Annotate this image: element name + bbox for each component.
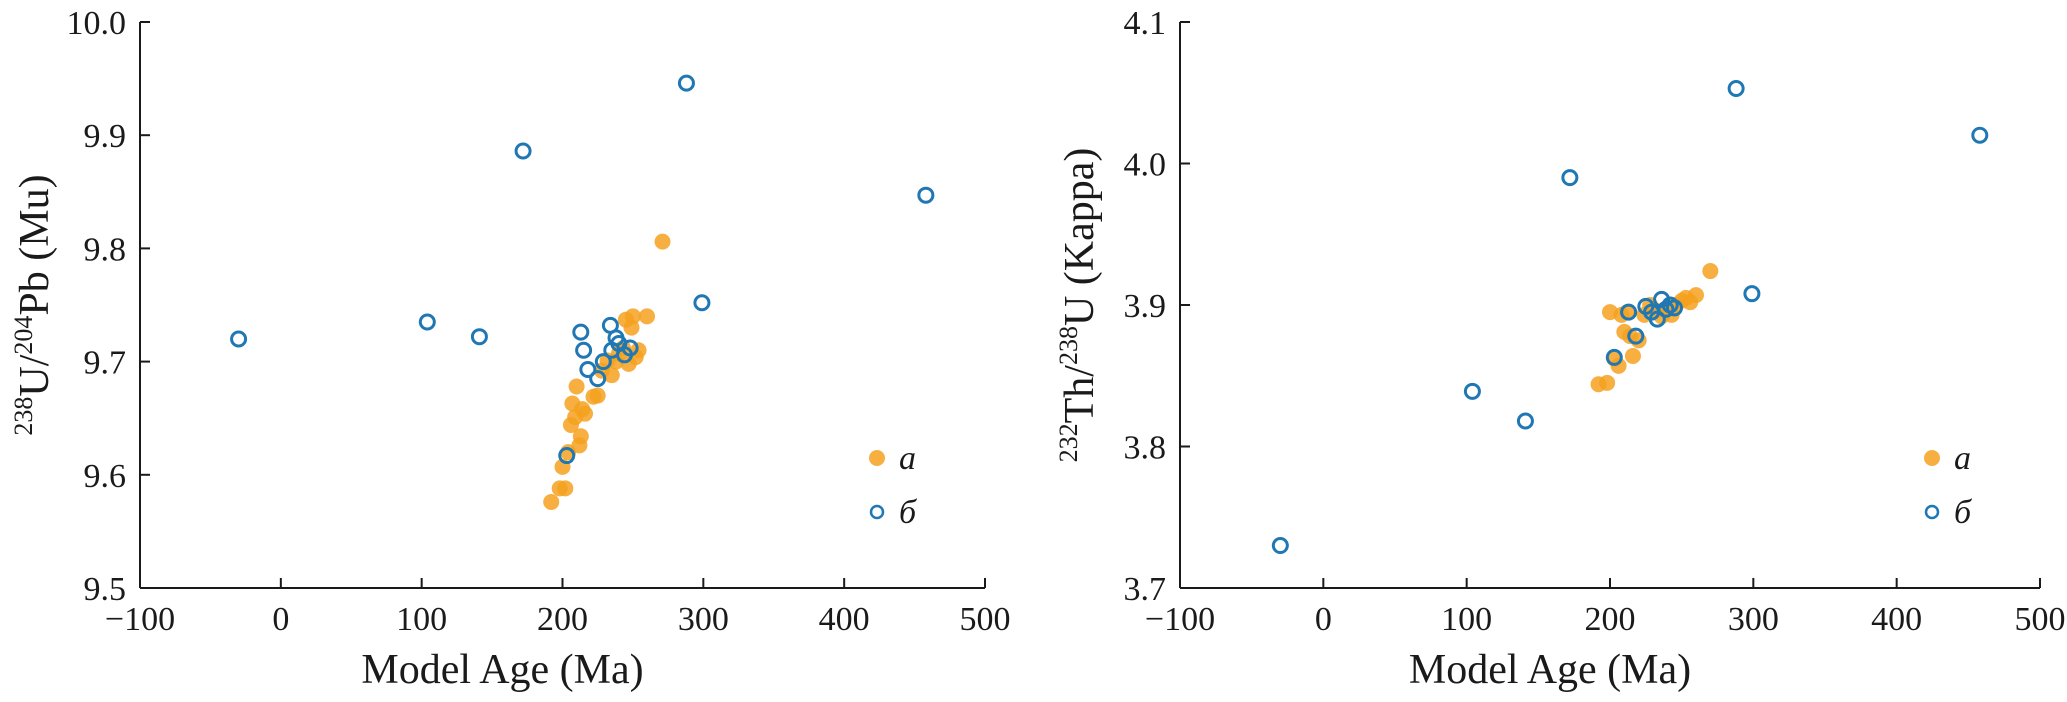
y-tick-label: 3.8 (1124, 430, 1167, 467)
data-point-b (1605, 348, 1623, 366)
series-b (230, 74, 935, 465)
data-point-b (621, 339, 639, 357)
y-tick-label: 3.9 (1124, 288, 1167, 325)
x-tick-label: 300 (1728, 601, 1779, 638)
legend: aб (869, 440, 918, 531)
x-axis-title: Model Age (Ma) (361, 647, 643, 693)
data-point-a (543, 493, 560, 510)
x-tick-label: 200 (1585, 601, 1636, 638)
data-point-b (1620, 303, 1638, 321)
y-tick-label: 4.0 (1124, 147, 1167, 184)
data-point-b (594, 353, 612, 371)
y-axis-title-text: U/ (12, 354, 58, 396)
data-point-b (1971, 126, 1989, 144)
data-point-b (1516, 412, 1534, 430)
legend-marker-b (1924, 504, 1940, 520)
data-point-a (1624, 347, 1641, 364)
data-point-a (624, 308, 641, 325)
data-point-b (1627, 327, 1645, 345)
series-a (1590, 263, 1719, 393)
legend-label-a: a (899, 440, 916, 477)
x-tick-label: 0 (272, 601, 289, 638)
y-tick-label: 9.7 (84, 345, 127, 382)
series-a (543, 233, 671, 510)
data-point-b (558, 447, 576, 465)
legend-marker-a (869, 450, 885, 466)
data-point-b (470, 328, 488, 346)
y-tick-label: 9.5 (84, 571, 127, 608)
data-point-b (1727, 80, 1745, 98)
data-point-a (654, 233, 671, 250)
x-tick-label: 0 (1315, 601, 1332, 638)
data-point-b (1561, 169, 1579, 187)
x-tick-label: 300 (678, 601, 729, 638)
data-point-b (1657, 300, 1675, 318)
y-tick-label: 4.1 (1124, 5, 1167, 42)
x-tick-label: −100 (1145, 601, 1215, 638)
y-axis-title-superscript: 232 (1054, 423, 1083, 462)
series-b (1271, 80, 1989, 555)
legend-label-b: б (899, 494, 918, 531)
data-point-b (572, 323, 590, 341)
data-point-a (639, 308, 655, 325)
legend-marker-a (1924, 450, 1940, 466)
x-axis-title: Model Age (Ma) (1409, 647, 1691, 693)
y-axis-title-text: U (Kappa) (1057, 148, 1103, 326)
x-tick-label: 400 (1871, 601, 1922, 638)
mu-vs-model-age-panel: −100 0 100 200 300 400 500 9.5 9.6 9.7 9.8 9.9 10.0 M… (9, 5, 1011, 693)
y-axis-title-superscript: 204 (9, 316, 38, 355)
data-point-a (1702, 263, 1719, 280)
x-tick-label: 100 (1441, 601, 1492, 638)
x-tick-label: 400 (819, 601, 870, 638)
data-point-b (677, 74, 695, 92)
y-tick-label: 9.8 (84, 231, 127, 268)
data-point-b (1743, 285, 1761, 303)
y-axis-title-superscript: 238 (9, 397, 38, 436)
data-point-b (589, 370, 607, 388)
legend-marker-b (869, 504, 885, 520)
data-point-a (1599, 374, 1616, 391)
y-tick-label: 3.7 (1124, 571, 1167, 608)
x-tick-label: −100 (105, 601, 175, 638)
y-axis-title-superscript: 238 (1054, 326, 1083, 365)
y-tick-label: 9.6 (84, 458, 127, 495)
x-tick-label: 500 (2015, 601, 2066, 638)
data-point-b (1666, 299, 1683, 317)
y-axis-title: 238U/204Pb (Mu) (9, 174, 58, 435)
data-point-a (568, 378, 585, 395)
y-axis-title-text: Pb (Mu) (12, 174, 58, 315)
data-point-b (1463, 382, 1481, 400)
legend: aб (1924, 440, 1973, 531)
y-tick-label: 9.9 (84, 118, 127, 155)
data-point-b (418, 313, 436, 331)
data-point-b (693, 294, 711, 312)
kappa-vs-model-age-panel: −100 0 100 200 300 400 500 3.7 3.8 3.9 4.0 4.1 Model… (1054, 5, 2066, 693)
data-point-a (1610, 357, 1627, 374)
legend-label-b: б (1954, 494, 1973, 531)
data-point-b (917, 186, 935, 204)
x-tick-label: 200 (537, 601, 588, 638)
data-point-b (575, 341, 593, 359)
x-tick-label: 500 (960, 601, 1011, 638)
y-tick-label: 10.0 (67, 5, 127, 42)
x-tick-label: 100 (396, 601, 447, 638)
y-axis-title: 232Th/238U (Kappa) (1054, 148, 1103, 463)
data-point-a (1688, 287, 1704, 304)
data-point-b (1271, 537, 1289, 555)
data-point-b (230, 330, 248, 348)
data-point-a (589, 387, 606, 404)
data-point-b (514, 142, 532, 160)
legend-label-a: a (1954, 440, 1971, 477)
data-point-a (572, 428, 589, 445)
data-point-b (579, 361, 597, 379)
y-axis-title-text: Th/ (1057, 365, 1103, 424)
data-point-a (577, 405, 594, 422)
data-point-a (603, 367, 620, 384)
data-point-a (557, 480, 574, 497)
data-point-b (1648, 310, 1666, 328)
